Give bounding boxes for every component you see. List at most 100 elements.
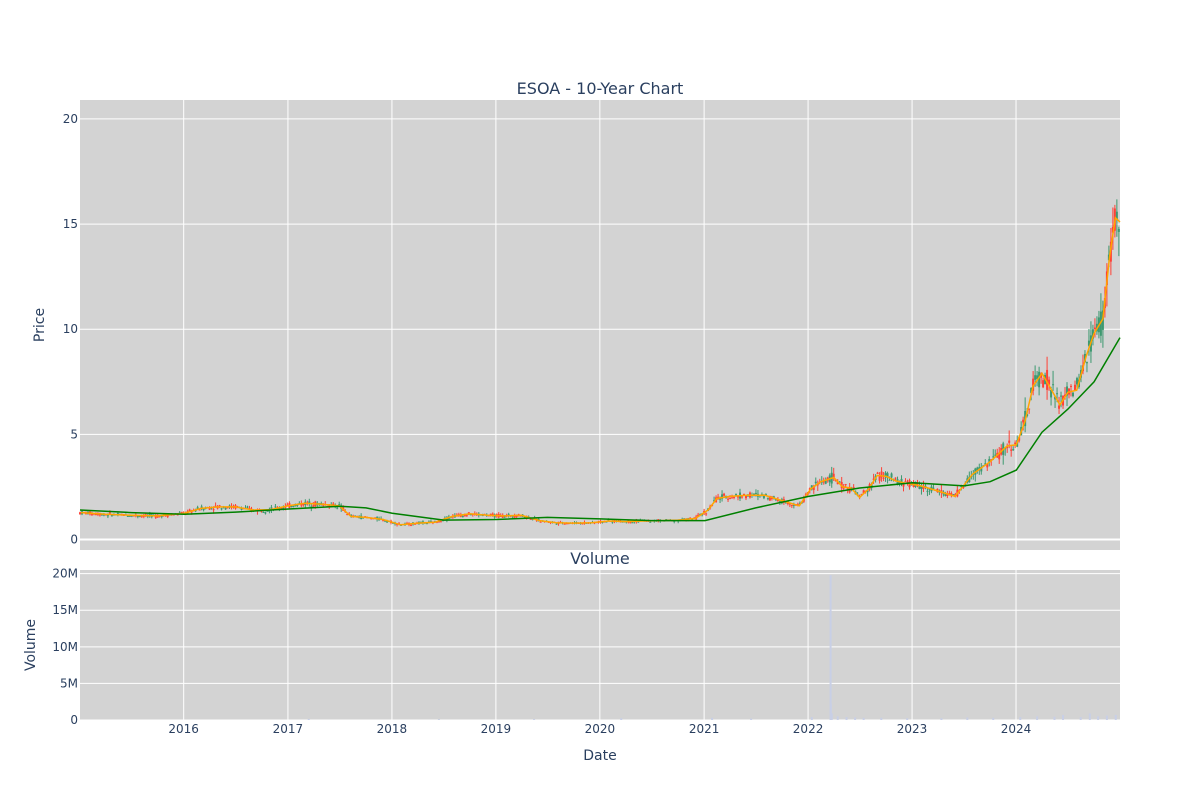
price-y-tick-label: 20 bbox=[63, 112, 78, 126]
volume-y-tick-label: 20M bbox=[52, 567, 78, 581]
candle-body bbox=[461, 515, 464, 517]
candle-body bbox=[413, 523, 416, 525]
candle-body bbox=[872, 478, 875, 480]
candle-body bbox=[768, 495, 771, 501]
candle-body bbox=[719, 498, 722, 500]
candle-body bbox=[962, 486, 965, 488]
candle-body bbox=[214, 505, 217, 507]
candle-body bbox=[188, 509, 191, 512]
candle-body bbox=[1085, 362, 1088, 364]
candle-body bbox=[581, 523, 584, 525]
candle-body bbox=[1012, 449, 1015, 451]
volume-bar bbox=[1079, 717, 1082, 720]
x-tick-label: 2017 bbox=[273, 722, 304, 736]
candle-body bbox=[126, 515, 129, 517]
candle-body bbox=[1091, 329, 1094, 339]
candle-body bbox=[1042, 380, 1045, 388]
candle-body bbox=[946, 493, 949, 496]
candle-body bbox=[1117, 228, 1120, 232]
candle-body bbox=[513, 515, 516, 518]
candle-body bbox=[988, 459, 991, 462]
candle-body bbox=[822, 481, 825, 483]
candle-body bbox=[790, 504, 793, 506]
candle-body bbox=[439, 521, 442, 523]
candle-body bbox=[1046, 369, 1049, 390]
candle-body bbox=[1048, 379, 1051, 385]
candle-body bbox=[838, 481, 841, 483]
candle-body bbox=[754, 492, 757, 494]
candle-body bbox=[338, 504, 341, 506]
candle-body bbox=[308, 501, 311, 505]
price-y-tick-label: 5 bbox=[70, 427, 78, 441]
candle-body bbox=[742, 493, 745, 495]
candle-body bbox=[994, 454, 997, 456]
candle-body bbox=[136, 515, 139, 517]
candle-body bbox=[425, 523, 428, 525]
candle-body bbox=[1050, 389, 1053, 398]
candle-body bbox=[705, 513, 708, 515]
volume-bar bbox=[533, 719, 536, 720]
candle-body bbox=[160, 515, 163, 518]
candle-body bbox=[605, 521, 608, 523]
candle-body bbox=[772, 496, 775, 498]
candle-body bbox=[1036, 375, 1039, 380]
candle-body bbox=[382, 520, 385, 522]
candle-body bbox=[212, 509, 215, 511]
candle-body bbox=[1060, 395, 1063, 397]
moving-average-short-line bbox=[80, 216, 1121, 526]
volume-bar bbox=[1053, 716, 1056, 720]
volume-bar bbox=[1019, 717, 1022, 720]
candle-body bbox=[1056, 393, 1059, 395]
candle-body bbox=[920, 485, 923, 489]
candle-body bbox=[729, 498, 732, 500]
candle-body bbox=[862, 490, 865, 494]
candle-body bbox=[384, 520, 387, 522]
candle-body bbox=[723, 493, 726, 496]
price-y-tick-label: 0 bbox=[70, 532, 78, 546]
candle-body bbox=[1058, 405, 1061, 409]
x-tick-label: 2024 bbox=[1001, 722, 1032, 736]
candle-body bbox=[926, 490, 929, 492]
candle-body bbox=[904, 480, 907, 482]
candle-body bbox=[248, 507, 251, 509]
plot-layer bbox=[79, 100, 1121, 721]
candle-body bbox=[142, 515, 145, 517]
volume-bar bbox=[1105, 715, 1108, 720]
volume-bar bbox=[750, 718, 753, 720]
candle-body bbox=[665, 519, 668, 521]
candle-body bbox=[489, 513, 492, 516]
candle-body bbox=[649, 521, 652, 523]
volume-bar bbox=[437, 719, 440, 720]
candle-body bbox=[788, 503, 791, 505]
candle-body bbox=[246, 506, 249, 508]
candle-body bbox=[998, 452, 1001, 460]
x-tick-label: 2023 bbox=[897, 722, 928, 736]
candle-body bbox=[836, 481, 839, 485]
price-chart-title: ESOA - 10-Year Chart bbox=[517, 79, 684, 98]
candle-body bbox=[264, 512, 267, 514]
candle-body bbox=[778, 500, 781, 502]
candle-body bbox=[166, 514, 169, 517]
candle-body bbox=[266, 510, 269, 512]
candle-body bbox=[529, 518, 532, 520]
candle-body bbox=[922, 486, 925, 490]
candle-body bbox=[1022, 419, 1025, 423]
candle-body bbox=[944, 494, 947, 496]
candle-body bbox=[202, 508, 205, 511]
candle-body bbox=[824, 480, 827, 484]
candle-body bbox=[764, 494, 767, 496]
candle-body bbox=[894, 477, 897, 479]
volume-bar bbox=[1088, 713, 1091, 720]
candle-body bbox=[812, 486, 815, 490]
candle-body bbox=[952, 494, 955, 496]
candle-body bbox=[878, 475, 881, 481]
candle-body bbox=[796, 504, 799, 506]
candle-body bbox=[224, 507, 227, 510]
candle-body bbox=[844, 484, 847, 486]
candle-body bbox=[194, 510, 197, 512]
x-tick-label: 2021 bbox=[689, 722, 720, 736]
candle-body bbox=[128, 515, 131, 517]
volume-bar bbox=[1114, 714, 1117, 720]
candle-body bbox=[814, 481, 817, 484]
candle-body bbox=[79, 512, 81, 514]
